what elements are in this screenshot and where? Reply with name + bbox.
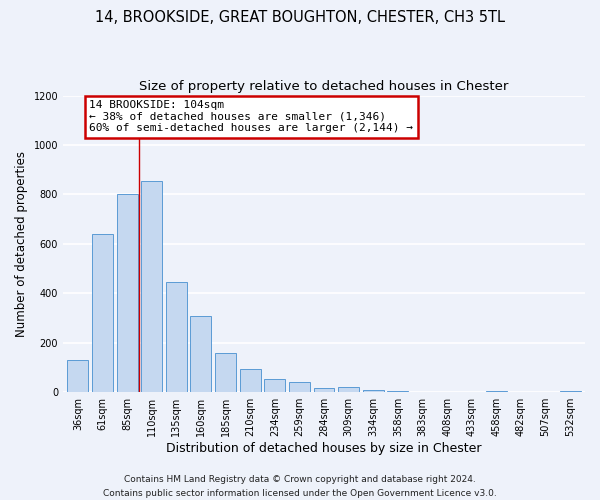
Bar	[486, 391, 507, 392]
Bar	[141, 181, 162, 392]
Text: Contains HM Land Registry data © Crown copyright and database right 2024.
Contai: Contains HM Land Registry data © Crown c…	[103, 476, 497, 498]
Bar	[363, 390, 384, 392]
Bar	[560, 391, 581, 392]
Bar	[388, 391, 409, 392]
Bar	[239, 369, 260, 392]
Text: 14 BROOKSIDE: 104sqm
← 38% of detached houses are smaller (1,346)
60% of semi-de: 14 BROOKSIDE: 104sqm ← 38% of detached h…	[89, 100, 413, 133]
Bar	[215, 353, 236, 392]
X-axis label: Distribution of detached houses by size in Chester: Distribution of detached houses by size …	[166, 442, 482, 455]
Bar	[67, 360, 88, 392]
Text: 14, BROOKSIDE, GREAT BOUGHTON, CHESTER, CH3 5TL: 14, BROOKSIDE, GREAT BOUGHTON, CHESTER, …	[95, 10, 505, 25]
Bar	[190, 316, 211, 392]
Bar	[289, 382, 310, 392]
Bar	[116, 194, 137, 392]
Y-axis label: Number of detached properties: Number of detached properties	[15, 151, 28, 337]
Bar	[92, 234, 113, 392]
Bar	[265, 380, 285, 392]
Bar	[314, 388, 334, 392]
Bar	[166, 282, 187, 392]
Bar	[338, 387, 359, 392]
Title: Size of property relative to detached houses in Chester: Size of property relative to detached ho…	[139, 80, 509, 93]
